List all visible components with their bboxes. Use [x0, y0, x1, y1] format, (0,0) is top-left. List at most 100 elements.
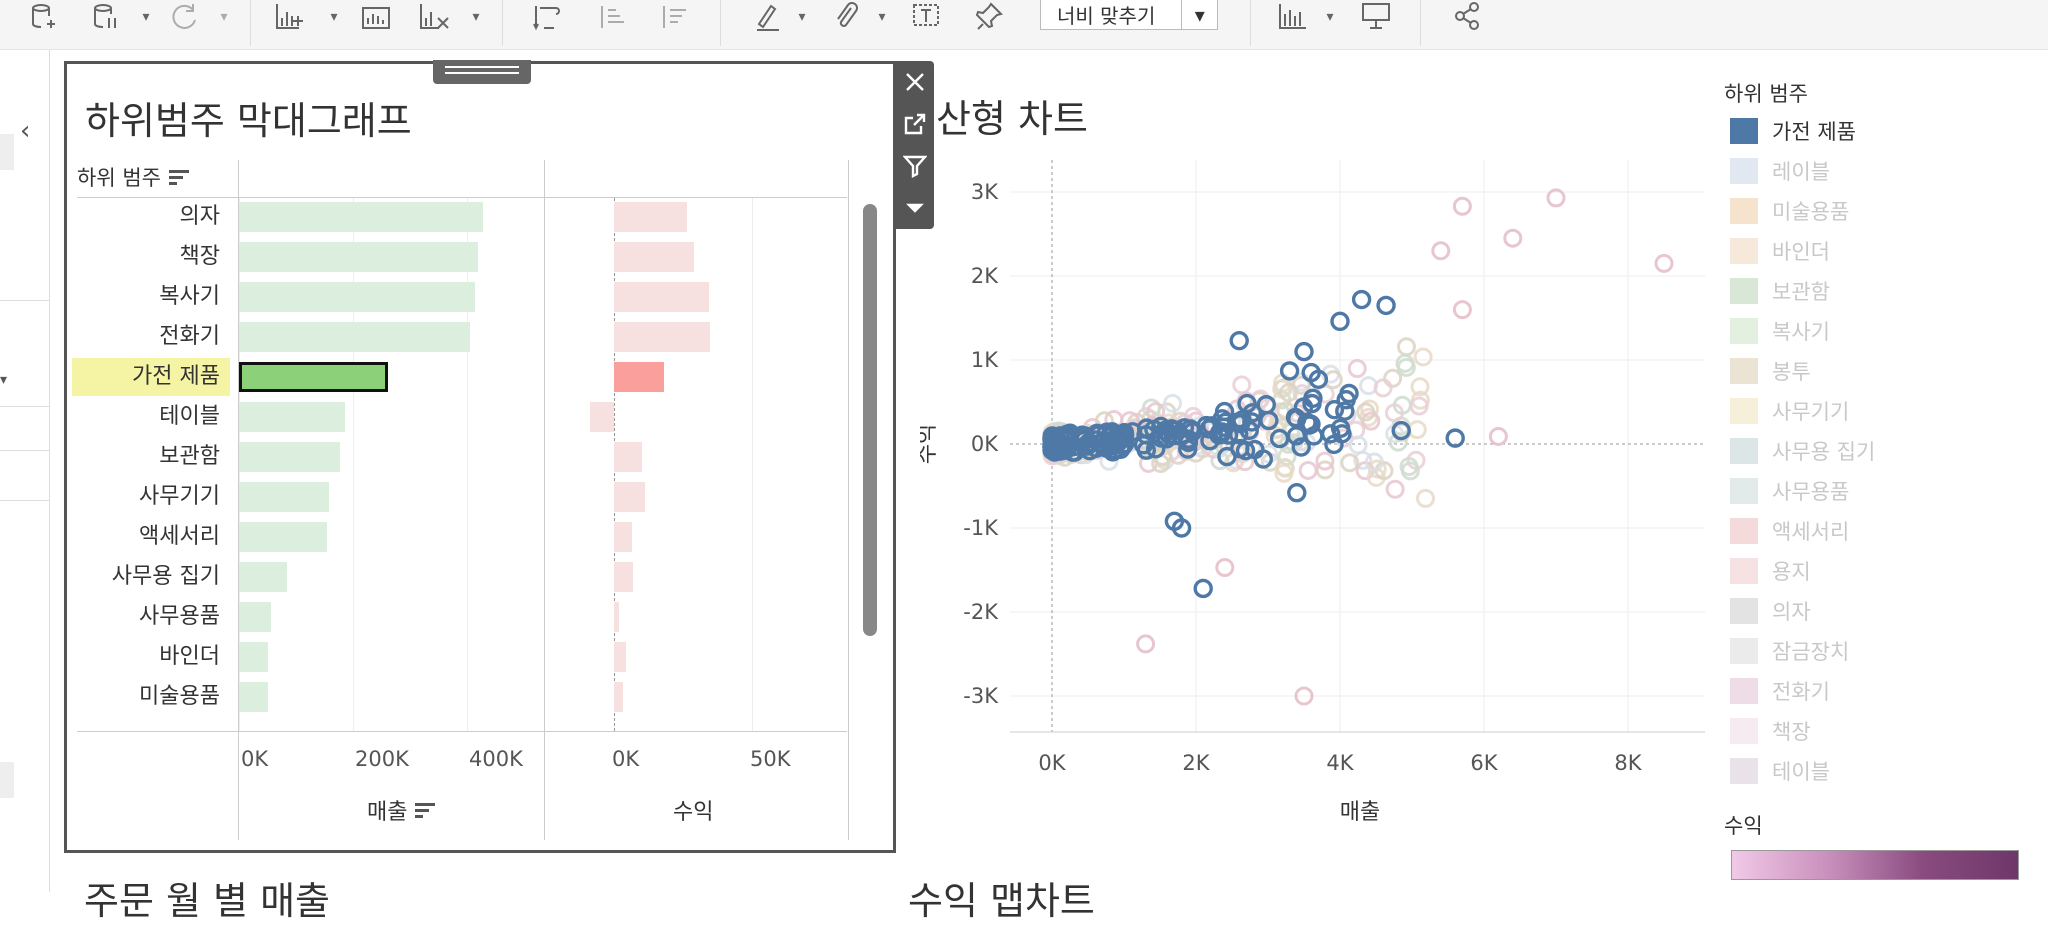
scatter-point[interactable]	[1356, 402, 1376, 422]
sort-ascending-icon[interactable]	[590, 0, 634, 34]
legend-item[interactable]: 봉투	[1730, 356, 1811, 386]
scatter-point-highlighted[interactable]	[1291, 437, 1311, 457]
scatter-point-highlighted[interactable]	[1086, 438, 1106, 459]
scatter-point[interactable]	[1431, 241, 1451, 261]
profit-bar[interactable]	[589, 402, 614, 432]
legend-item[interactable]: 사무기기	[1730, 396, 1849, 426]
chevron-down-icon[interactable]: ▾	[142, 9, 150, 25]
scatter-point-highlighted[interactable]	[1046, 440, 1066, 461]
duplicate-sheet-icon[interactable]	[354, 0, 400, 34]
scatter-point-highlighted[interactable]	[1229, 330, 1249, 351]
scatter-point[interactable]	[1396, 357, 1416, 377]
scrollbar-thumb[interactable]	[863, 204, 877, 636]
scatter-point-highlighted[interactable]	[1133, 435, 1154, 455]
share-icon[interactable]	[1446, 0, 1490, 34]
scatter-point-highlighted[interactable]	[1259, 410, 1279, 431]
chevron-down-icon[interactable]: ▾	[0, 372, 8, 388]
chevron-down-icon[interactable]: ▾	[1181, 0, 1217, 29]
new-worksheet-icon[interactable]	[268, 0, 314, 34]
scatter-point-highlighted[interactable]	[1286, 426, 1307, 446]
sales-bar[interactable]	[239, 242, 479, 272]
profit-bar[interactable]	[614, 282, 709, 312]
profit-bar[interactable]	[614, 442, 643, 472]
scatter-plot[interactable]: 3K 2K 1K 0K -1K -2K -3K 0K 2K 4K 6K 8K 매출 수익	[920, 92, 1720, 892]
scatter-point[interactable]	[1360, 399, 1380, 419]
scatter-point[interactable]	[1413, 347, 1433, 367]
legend-item[interactable]: 테이블	[1730, 756, 1830, 786]
sort-descending-icon[interactable]	[652, 0, 696, 34]
row-label[interactable]: 미술용품	[139, 684, 220, 709]
legend-item[interactable]: 가전 제품	[1730, 116, 1856, 146]
fit-width-select[interactable]: 너비 맞추기 ▾	[1040, 0, 1218, 30]
legend-item[interactable]: 액세서리	[1730, 516, 1849, 546]
scatter-point[interactable]	[1294, 686, 1314, 706]
row-label[interactable]: 전화기	[159, 324, 220, 349]
group-icon[interactable]	[826, 0, 866, 34]
sort-icon[interactable]	[168, 167, 189, 188]
sales-bar[interactable]	[239, 322, 471, 352]
scatter-point[interactable]	[1298, 460, 1318, 480]
scatter-point[interactable]	[1373, 378, 1393, 398]
sales-bar[interactable]	[239, 562, 287, 592]
refresh-icon[interactable]	[164, 0, 204, 34]
scatter-point[interactable]	[1488, 426, 1508, 446]
sales-bar[interactable]	[239, 442, 341, 472]
scatter-point[interactable]	[1348, 435, 1368, 455]
scatter-point-highlighted[interactable]	[1136, 425, 1156, 445]
scatter-point-highlighted[interactable]	[1297, 412, 1317, 433]
filter-icon[interactable]	[896, 145, 934, 187]
sales-bar[interactable]	[239, 402, 346, 432]
legend-item[interactable]: 의자	[1730, 596, 1811, 626]
legend-item[interactable]: 복사기	[1730, 316, 1830, 346]
scatter-point-highlighted[interactable]	[1279, 361, 1300, 381]
scatter-point-highlighted[interactable]	[1114, 434, 1135, 454]
scatter-point-highlighted[interactable]	[1335, 401, 1355, 421]
scatter-point[interactable]	[1407, 420, 1427, 440]
profit-bar[interactable]	[614, 602, 619, 632]
scatter-point[interactable]	[1279, 383, 1299, 403]
scatter-point[interactable]	[1410, 377, 1430, 397]
scatter-point-highlighted[interactable]	[1230, 438, 1250, 459]
scatter-point-highlighted[interactable]	[1376, 295, 1396, 316]
scatter-point[interactable]	[1340, 453, 1360, 473]
legend-item[interactable]: 잠금장치	[1730, 636, 1849, 666]
scatter-point-highlighted[interactable]	[1445, 428, 1465, 448]
presentation-icon[interactable]	[1354, 0, 1398, 34]
scatter-point-highlighted[interactable]	[1174, 418, 1195, 438]
profit-bar[interactable]	[614, 682, 623, 712]
more-options-icon[interactable]	[896, 187, 934, 229]
scatter-point[interactable]	[1364, 452, 1384, 472]
row-label[interactable]: 사무용 집기	[111, 564, 220, 589]
row-label[interactable]: 의자	[179, 204, 220, 229]
clear-sheet-icon[interactable]	[412, 0, 458, 34]
scatter-point-highlighted[interactable]	[1178, 439, 1198, 459]
legend-item[interactable]: 사무용품	[1730, 476, 1849, 506]
drag-handle[interactable]	[433, 60, 531, 84]
go-to-sheet-icon[interactable]	[896, 103, 934, 145]
sales-bar[interactable]	[239, 522, 328, 552]
profit-bar[interactable]	[614, 482, 645, 512]
scatter-point[interactable]	[1546, 188, 1566, 208]
sort-icon[interactable]	[415, 800, 436, 821]
chevron-down-icon[interactable]: ▾	[220, 9, 228, 25]
sales-bar[interactable]	[239, 602, 271, 632]
legend-item[interactable]: 용지	[1730, 556, 1811, 586]
chevron-down-icon[interactable]: ▾	[1326, 9, 1334, 25]
row-label[interactable]: 사무기기	[139, 484, 220, 509]
legend-item[interactable]: 책장	[1730, 716, 1811, 746]
row-label[interactable]: 액세서리	[139, 524, 220, 549]
profit-bar[interactable]	[614, 642, 627, 672]
scatter-point-highlighted[interactable]	[1145, 439, 1166, 459]
chevron-down-icon[interactable]: ▾	[878, 9, 886, 25]
swap-axes-icon[interactable]	[524, 0, 568, 34]
scatter-point-highlighted[interactable]	[1162, 419, 1182, 439]
show-me-chart-icon[interactable]	[1272, 0, 1316, 34]
pin-icon[interactable]	[970, 0, 1010, 34]
chevron-down-icon[interactable]: ▾	[472, 9, 480, 25]
scatter-point[interactable]	[1409, 396, 1429, 416]
scatter-point[interactable]	[1292, 384, 1312, 404]
scatter-point[interactable]	[1347, 359, 1367, 379]
collapse-panel-icon[interactable]: ‹	[20, 116, 31, 146]
profit-bar[interactable]	[614, 522, 633, 552]
profit-bar[interactable]	[614, 362, 665, 392]
